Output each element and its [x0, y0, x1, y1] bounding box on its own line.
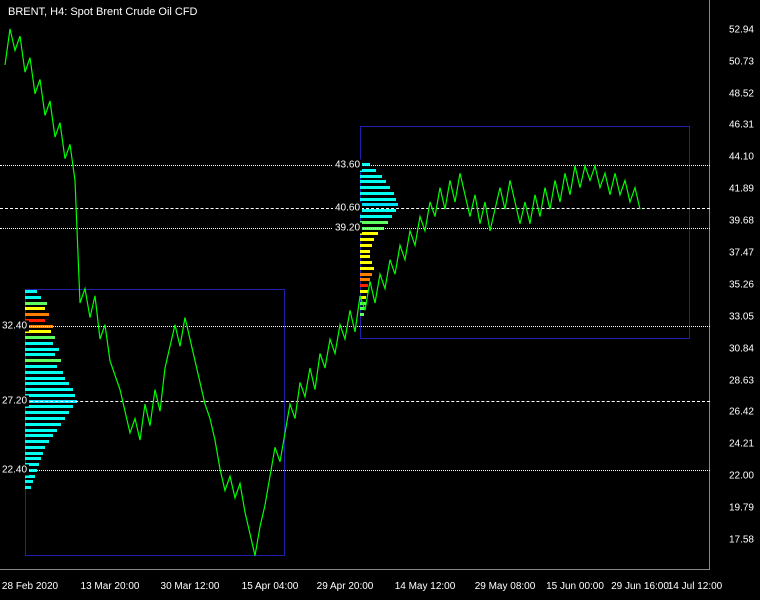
x-tick: 13 Mar 20:00: [81, 581, 140, 592]
y-tick: 24.21: [729, 439, 754, 450]
y-tick: 30.84: [729, 343, 754, 354]
y-tick: 22.00: [729, 471, 754, 482]
x-tick: 29 May 08:00: [475, 581, 536, 592]
y-tick: 48.52: [729, 88, 754, 99]
price-level-label: 32.40: [0, 321, 29, 332]
y-tick: 39.68: [729, 216, 754, 227]
x-tick: 29 Apr 20:00: [317, 581, 374, 592]
y-tick: 52.94: [729, 24, 754, 35]
x-tick: 15 Jun 00:00: [546, 581, 604, 592]
y-tick: 44.10: [729, 152, 754, 163]
price-level-label: 39.20: [333, 223, 362, 234]
x-tick: 14 Jul 12:00: [668, 581, 723, 592]
y-tick: 35.26: [729, 279, 754, 290]
y-tick: 33.05: [729, 311, 754, 322]
y-tick: 17.58: [729, 534, 754, 545]
price-level-label: 40.60: [333, 202, 362, 213]
y-tick: 50.73: [729, 56, 754, 67]
x-axis: 28 Feb 2020 13 Mar 20:00 30 Mar 12:00 15 Ap…: [0, 570, 710, 600]
y-tick: 26.42: [729, 407, 754, 418]
price-level-label: 22.40: [0, 465, 29, 476]
y-tick: 19.79: [729, 503, 754, 514]
x-tick: 28 Feb 2020: [2, 581, 58, 592]
price-level-label: 27.20: [0, 396, 29, 407]
y-tick: 46.31: [729, 120, 754, 131]
y-axis: 52.94 50.73 48.52 46.31 44.10 41.89 39.68 37.47…: [710, 0, 760, 570]
plot-area[interactable]: [0, 0, 710, 570]
chart-title: BRENT, H4: Spot Brent Crude Oil CFD: [8, 6, 198, 18]
x-tick: 15 Apr 04:00: [242, 581, 299, 592]
x-tick: 30 Mar 12:00: [161, 581, 220, 592]
x-tick: 14 May 12:00: [395, 581, 456, 592]
chart-container: { "title": "BRENT, H4: Spot Brent Crude …: [0, 0, 760, 600]
y-tick: 28.63: [729, 375, 754, 386]
y-tick: 41.89: [729, 184, 754, 195]
price-level-label: 43.60: [333, 159, 362, 170]
y-tick: 37.47: [729, 247, 754, 258]
x-tick: 29 Jun 16:00: [611, 581, 669, 592]
price-line: [0, 0, 710, 570]
